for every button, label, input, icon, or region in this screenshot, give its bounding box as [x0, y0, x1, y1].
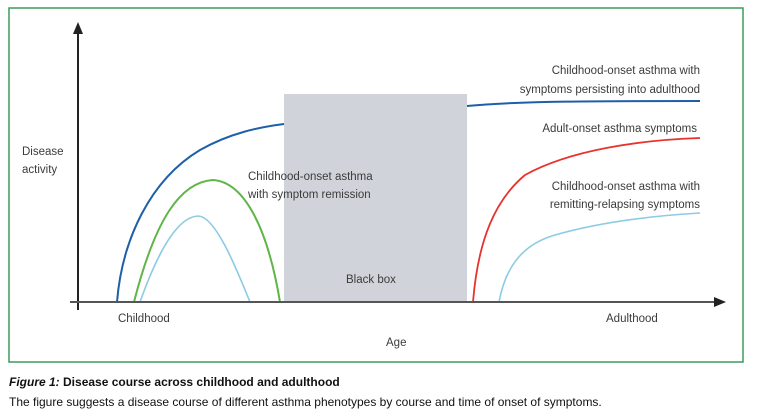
- remission-label-line1: Childhood-onset asthma: [248, 171, 373, 183]
- x-end-label: Adulthood: [606, 313, 658, 325]
- x-axis-arrow-icon: [714, 297, 726, 307]
- black-box-label: Black box: [346, 274, 396, 286]
- x-axis-label: Age: [386, 337, 406, 349]
- remission-curve: [133, 178, 281, 303]
- y-axis-label-line1: Disease: [22, 146, 64, 158]
- relapsing-curve-adulthood: [498, 212, 701, 303]
- persisting-curve-adulthood: [466, 100, 701, 107]
- relapsing-label-line1: Childhood-onset asthma with: [552, 181, 700, 193]
- y-axis-arrow-icon: [73, 22, 83, 34]
- black-box-region: [284, 94, 467, 302]
- relapsing-label-line2: remitting-relapsing symptoms: [550, 199, 700, 211]
- persisting-curve-childhood: [116, 123, 285, 303]
- figure-title: Disease course across childhood and adul…: [63, 375, 340, 389]
- adult-onset-curve: [472, 137, 701, 303]
- x-start-label: Childhood: [118, 313, 170, 325]
- figure-number: Figure 1:: [9, 375, 60, 389]
- adult-onset-label: Adult-onset asthma symptoms: [542, 123, 697, 135]
- remission-label-line2: with symptom remission: [247, 189, 371, 201]
- persisting-label-line2: symptoms persisting into adulthood: [520, 84, 700, 96]
- figure-caption-title: Figure 1: Disease course across childhoo…: [9, 375, 340, 389]
- figure-frame: [8, 7, 744, 363]
- persisting-label-line1: Childhood-onset asthma with: [552, 65, 700, 77]
- figure-caption-body: The figure suggests a disease course of …: [9, 395, 602, 409]
- y-axis-label-line2: activity: [22, 164, 57, 176]
- relapsing-curve-childhood: [139, 215, 251, 303]
